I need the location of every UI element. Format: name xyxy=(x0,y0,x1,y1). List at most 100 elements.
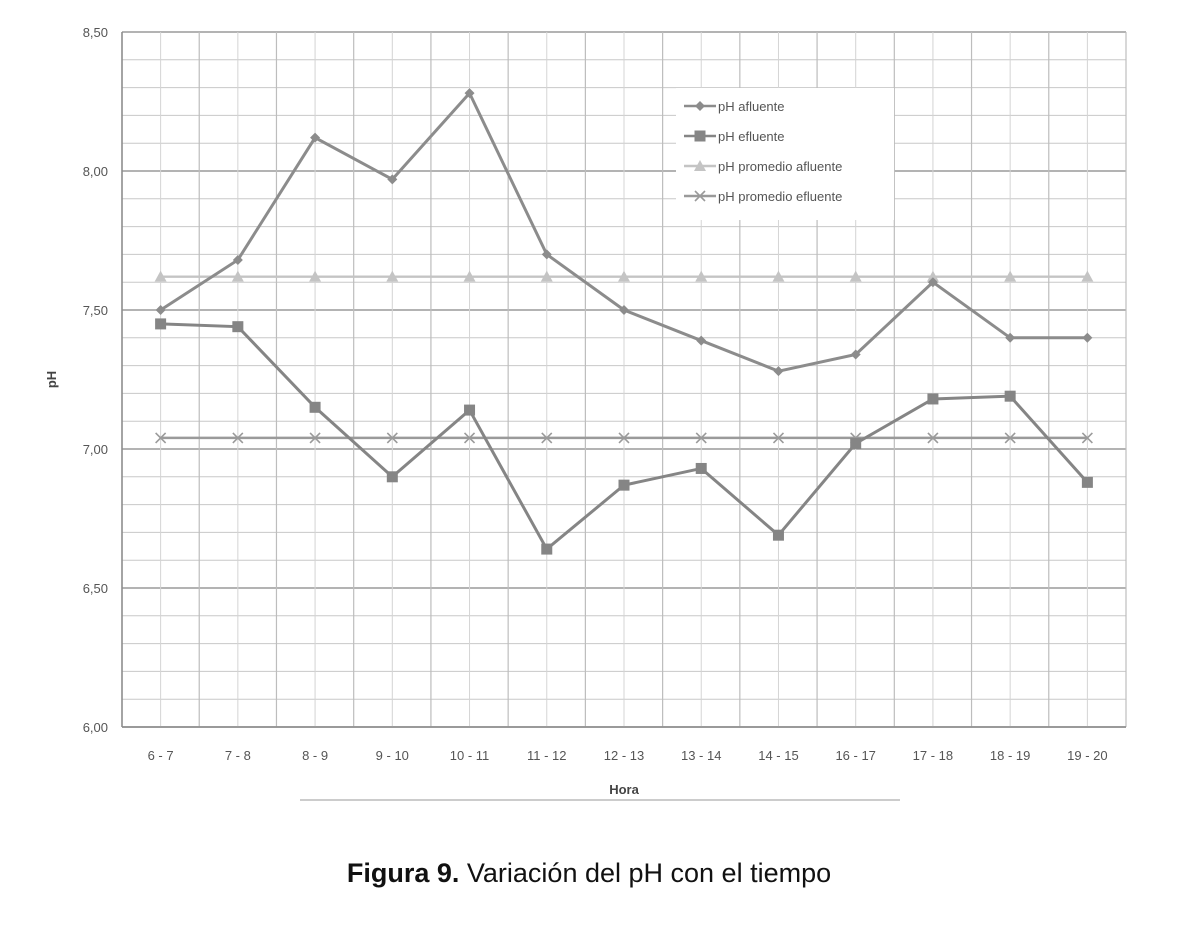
y-axis-title: pH xyxy=(44,371,59,388)
marker-stroke xyxy=(694,190,706,202)
x-tick-label: 14 - 15 xyxy=(758,748,798,763)
y-tick-label: 7,50 xyxy=(83,303,108,318)
data-point-ph-efluente xyxy=(1081,476,1093,488)
data-point-ph-promedio-afluente xyxy=(1004,270,1017,282)
marker-stroke xyxy=(1004,432,1016,444)
data-point-ph-efluente xyxy=(155,318,167,330)
legend-item-ph-efluente: pH efluente xyxy=(684,129,785,144)
data-point-ph-promedio-efluente xyxy=(1081,432,1093,444)
data-point-ph-afluente xyxy=(464,88,475,99)
data-point-ph-afluente xyxy=(232,254,243,265)
data-point-ph-afluente xyxy=(927,277,938,288)
marker-stroke xyxy=(155,432,167,444)
data-point-ph-promedio-efluente xyxy=(927,432,939,444)
marker-stroke xyxy=(772,432,785,444)
figure-caption: Figura 9. Variación del pH con el tiempo xyxy=(0,858,1178,889)
data-point-ph-efluente xyxy=(618,479,630,491)
data-point-ph-efluente xyxy=(541,543,553,555)
marker-stroke xyxy=(618,432,630,444)
marker-stroke xyxy=(386,432,398,444)
data-point-ph-promedio-efluente xyxy=(155,432,167,444)
data-point-ph-efluente xyxy=(232,321,244,333)
y-tick-label: 7,00 xyxy=(83,442,108,457)
legend-label: pH promedio afluente xyxy=(718,159,842,174)
y-tick-label: 6,50 xyxy=(83,581,108,596)
data-point-ph-efluente xyxy=(1004,390,1016,402)
data-point-ph-efluente xyxy=(386,471,398,483)
data-point-ph-afluente xyxy=(619,305,629,315)
legend-swatch-marker xyxy=(694,130,706,142)
x-axis-title: Hora xyxy=(609,782,639,797)
data-point-ph-efluente xyxy=(772,529,784,541)
x-tick-label: 19 - 20 xyxy=(1067,748,1107,763)
data-point-ph-promedio-efluente xyxy=(1004,432,1016,444)
line-chart: 6,00 6,50 7,00 7,50 8,00 8,50 6 - 7 7 - 8 8 - 9 9… xyxy=(44,25,1127,801)
data-point-ph-promedio-afluente xyxy=(1081,270,1094,282)
legend-item-ph-promedio-efluente: pH promedio efluente xyxy=(684,189,842,204)
data-point-ph-promedio-afluente xyxy=(849,270,862,282)
y-tick-label: 8,50 xyxy=(83,25,108,40)
legend: pH afluente pH efluente pH promedio afluen… xyxy=(676,88,894,220)
data-point-ph-efluente xyxy=(850,437,862,449)
data-point-ph-promedio-efluente xyxy=(618,432,630,444)
series-ph-promedio-afluente xyxy=(154,270,1094,282)
legend-swatch-marker xyxy=(694,190,706,202)
x-tick-label: 18 - 19 xyxy=(990,748,1030,763)
marker-stroke xyxy=(463,432,476,444)
data-point-ph-promedio-efluente xyxy=(309,432,321,444)
legend-label: pH promedio efluente xyxy=(718,189,842,204)
x-tick-label: 6 - 7 xyxy=(148,748,174,763)
y-tick-label: 8,00 xyxy=(83,164,108,179)
data-point-ph-promedio-efluente xyxy=(232,432,244,444)
legend-swatch-marker xyxy=(695,101,705,111)
x-tick-label: 9 - 10 xyxy=(376,748,409,763)
series-ph-promedio-efluente xyxy=(155,432,1093,444)
data-point-ph-afluente xyxy=(773,366,784,377)
data-point-ph-promedio-afluente xyxy=(540,270,553,282)
x-tick-label: 8 - 9 xyxy=(302,748,328,763)
data-point-ph-promedio-efluente xyxy=(772,432,785,444)
grid xyxy=(121,31,1127,728)
x-tick-label: 7 - 8 xyxy=(225,748,251,763)
data-point-ph-afluente xyxy=(310,132,321,143)
data-point-ph-afluente xyxy=(850,349,861,360)
x-tick-label: 12 - 13 xyxy=(604,748,644,763)
data-point-ph-afluente xyxy=(155,305,166,315)
data-point-ph-promedio-efluente xyxy=(386,432,398,444)
data-point-ph-efluente xyxy=(927,393,939,405)
series-ph-efluente xyxy=(155,318,1093,555)
legend-label: pH afluente xyxy=(718,99,785,114)
chart: 6,00 6,50 7,00 7,50 8,00 8,50 6 - 7 7 - 8 8 - 9 9… xyxy=(44,25,1127,801)
figure-caption-text: Variación del pH con el tiempo xyxy=(459,858,832,888)
x-tick-label: 16 - 17 xyxy=(835,748,875,763)
series-ph-afluente xyxy=(155,88,1093,377)
data-point-ph-efluente xyxy=(309,401,321,413)
data-point-ph-promedio-afluente xyxy=(231,270,244,282)
data-point-ph-afluente xyxy=(1082,332,1093,343)
axes: 6,00 6,50 7,00 7,50 8,00 8,50 6 - 7 7 - 8 8 - 9 9… xyxy=(83,25,1126,801)
data-point-ph-promedio-afluente xyxy=(463,270,476,282)
marker-stroke xyxy=(695,432,707,444)
x-tick-label: 10 - 11 xyxy=(450,748,490,763)
data-point-ph-promedio-afluente xyxy=(695,270,708,282)
data-point-ph-promedio-afluente xyxy=(154,270,167,282)
data-point-ph-promedio-afluente xyxy=(309,270,322,282)
data-point-ph-promedio-afluente xyxy=(618,270,630,282)
data-point-ph-afluente xyxy=(541,249,552,260)
data-point-ph-afluente xyxy=(1005,332,1016,343)
legend-swatch-marker xyxy=(694,160,706,171)
x-tick-label: 17 - 18 xyxy=(913,748,953,763)
data-point-ph-promedio-efluente xyxy=(463,432,476,444)
x-tick-label: 13 - 14 xyxy=(681,748,721,763)
series-layer xyxy=(154,88,1094,555)
legend-label: pH efluente xyxy=(718,129,785,144)
data-point-ph-afluente xyxy=(387,174,398,185)
legend-box xyxy=(676,88,894,220)
legend-item-ph-promedio-afluente: pH promedio afluente xyxy=(684,159,842,174)
x-tick-label: 11 - 12 xyxy=(527,748,567,763)
marker-stroke xyxy=(927,432,939,444)
marker-stroke xyxy=(232,432,244,444)
data-point-ph-afluente xyxy=(696,335,707,346)
data-point-ph-promedio-efluente xyxy=(541,432,553,444)
marker-stroke xyxy=(541,432,553,444)
